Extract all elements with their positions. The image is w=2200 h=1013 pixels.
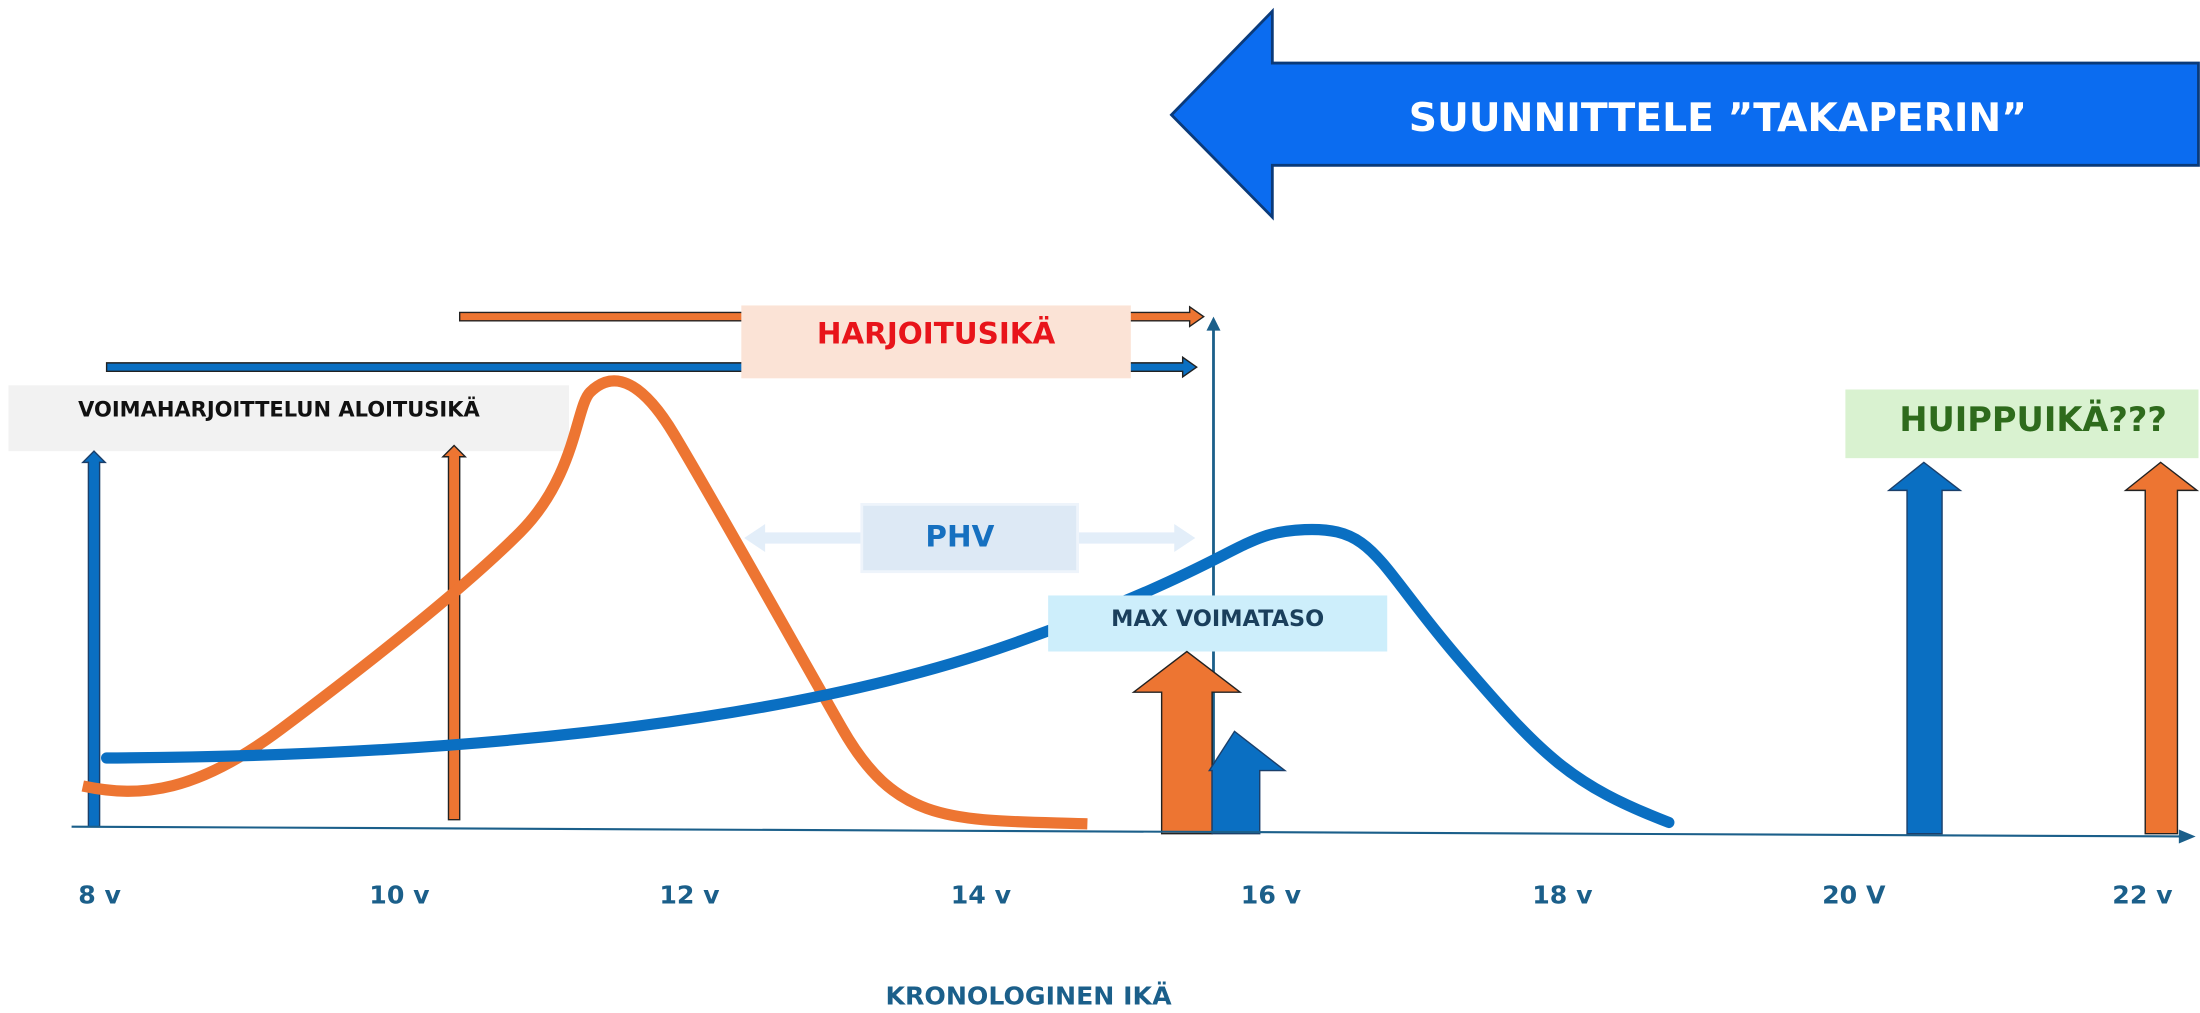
arrowhead: [2178, 829, 2196, 844]
peak-arrow: [2123, 461, 2200, 835]
label-box: [741, 305, 1131, 379]
orange-curve: [81, 375, 1088, 830]
x-axis: [71, 825, 2182, 838]
phv-arrow: [744, 524, 862, 553]
strength-arrow: [1208, 730, 1287, 835]
start-arrow: [441, 444, 467, 821]
label: VOIMAHARJOITTELUN ALOITUSIKÄ: [78, 397, 480, 422]
label-box: [1048, 595, 1388, 652]
phv-arrow: [1077, 524, 1196, 553]
axis-title: KRONOLOGINEN IKÄ: [885, 982, 1172, 1011]
x-tick-label: 14 v: [951, 881, 1012, 910]
banner-arrow: [1169, 7, 2200, 221]
x-tick-label: 12 v: [659, 881, 720, 910]
label: HUIPPUIKÄ???: [1899, 399, 2167, 439]
x-tick-label: 22 v: [2112, 881, 2173, 910]
blue-span-arrow: [105, 355, 1198, 379]
label-box: [860, 502, 1079, 574]
banner-text: SUUNNITTELE ”TAKAPERIN”: [1409, 96, 2027, 141]
label-box: [8, 385, 569, 452]
x-tick-label: 18 v: [1532, 881, 1593, 910]
x-tick-label: 10 v: [369, 881, 430, 910]
label-box: [1845, 389, 2199, 459]
x-tick-label: 16 v: [1241, 881, 1302, 910]
label: MAX VOIMATASO: [1111, 606, 1324, 632]
arrowhead: [1206, 316, 1221, 331]
label: HARJOITUSIKÄ: [817, 315, 1056, 350]
label: PHV: [925, 520, 994, 554]
x-tick-label: 20 V: [1822, 881, 1886, 910]
x-tick-label: 8 v: [78, 881, 121, 910]
peak-arrow: [1886, 461, 1963, 835]
blue-curve: [101, 523, 1675, 829]
start-arrow: [81, 450, 107, 828]
